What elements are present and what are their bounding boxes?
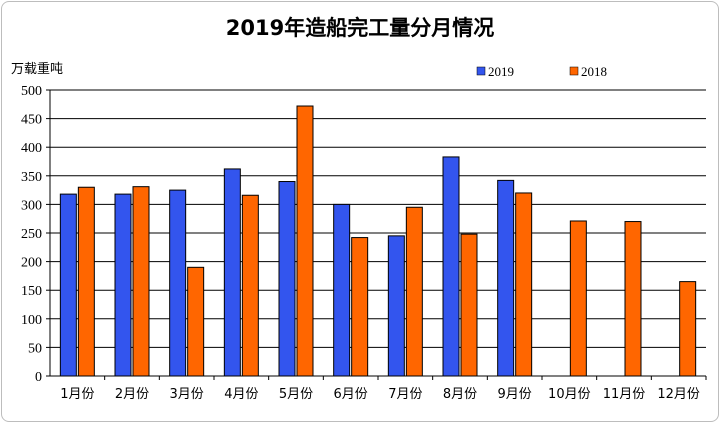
y-tick-label-400: 400 [21,141,42,156]
y-tick-label-250: 250 [21,227,42,242]
x-tick-label-1: 1月份 [60,387,94,402]
bar-2019-1 [59,193,77,377]
legend: 2019 2018 [476,64,607,79]
y-tick-label-150: 150 [21,284,42,299]
x-tick-labels: 1月份 2月份 3月份 4月份 5月份 6月份 7月份 8月份 9月份 10月份 11月份 12月份 [60,387,700,402]
bar-2018-4 [241,194,259,377]
y-tick-label-0: 0 [35,370,42,385]
bar-2018-10 [569,220,587,377]
y-tick-label-450: 450 [21,113,42,128]
bar-2019-3 [169,189,187,377]
x-tick-label-5: 5月份 [279,387,313,402]
legend-label-2019: 2019 [488,64,514,79]
bar-2019-9 [497,179,515,377]
chart-title: 2019年造船完工量分月情况 [225,16,495,40]
bar-2018-6 [351,237,369,377]
x-tick-label-9: 9月份 [498,387,532,402]
x-tick-label-8: 8月份 [443,387,477,402]
bar-2019-7 [387,235,405,377]
y-axis-label: 万载重吨 [11,62,64,77]
x-tick-label-6: 6月份 [334,387,368,402]
y-tick-label-500: 500 [21,84,42,99]
y-tick-label-300: 300 [21,198,42,213]
y-tick-labels: 0 50 100 150 200 250 300 350 400 450 500 [21,84,42,385]
gridlines [50,89,706,348]
bar-2019-5 [278,181,296,377]
y-tick-label-350: 350 [21,170,42,185]
axes [46,89,707,380]
bar-2018-1 [77,186,95,377]
bar-2019-4 [223,168,241,377]
bar-2018-12 [679,281,697,377]
bar-2018-3 [187,266,205,377]
legend-swatch-2018 [569,66,579,76]
x-tick-label-7: 7月份 [388,387,422,402]
y-tick-label-100: 100 [21,313,42,328]
bars [59,105,697,377]
x-tick-label-3: 3月份 [170,387,204,402]
bar-2018-7 [405,206,423,377]
legend-swatch-2019 [476,66,486,76]
y-tick-label-50: 50 [28,341,42,356]
x-tick-label-4: 4月份 [224,387,258,402]
bar-2018-5 [296,105,314,377]
x-tick-label-12: 12月份 [657,387,700,402]
bar-2019-2 [114,193,132,377]
x-tick-label-2: 2月份 [115,387,149,402]
bar-2018-11 [624,221,642,377]
bar-2019-8 [442,156,460,377]
bar-2018-9 [515,192,533,377]
bar-2018-8 [460,233,478,377]
bar-2019-6 [333,203,351,377]
bar-2018-2 [132,186,150,377]
x-tick-label-10: 10月份 [548,387,591,402]
legend-label-2018: 2018 [581,64,607,79]
y-tick-label-200: 200 [21,256,42,271]
x-tick-label-11: 11月份 [603,387,646,402]
